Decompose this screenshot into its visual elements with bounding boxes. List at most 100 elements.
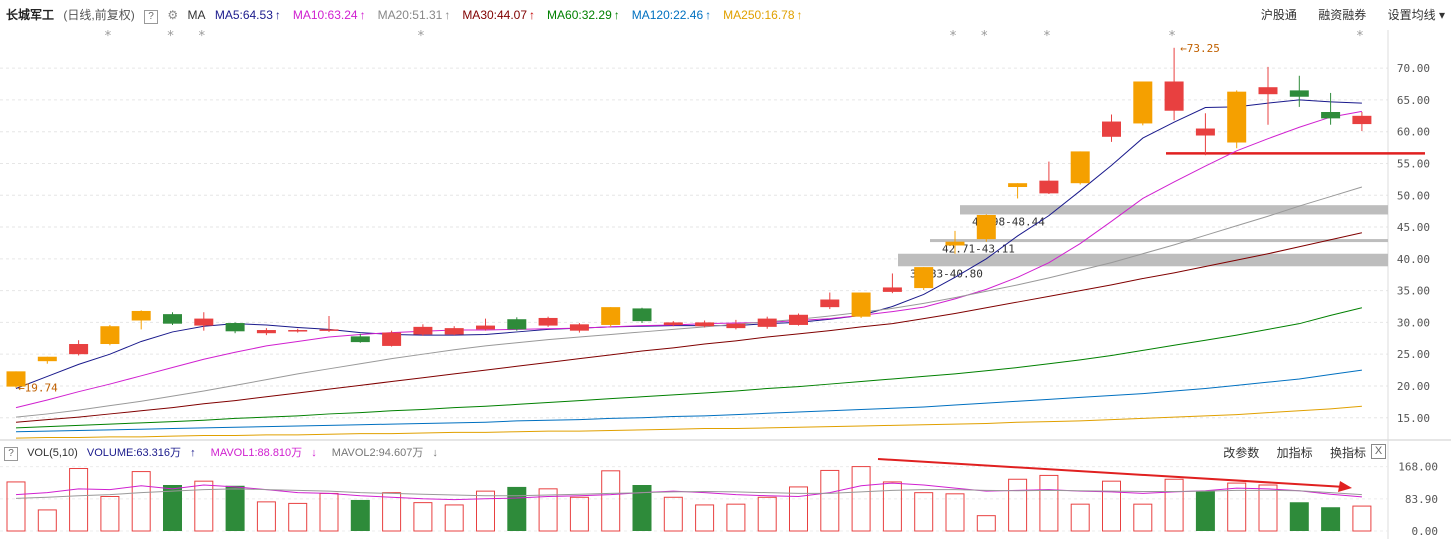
volume-bar <box>538 488 558 532</box>
candle-body <box>695 322 715 327</box>
star-marker: * <box>104 29 112 44</box>
candle <box>507 317 527 331</box>
ma-line-ma250 <box>15 405 1362 439</box>
gear-icon[interactable]: ⚙ <box>167 8 179 22</box>
candle-body <box>882 287 902 292</box>
candle-body <box>100 326 120 345</box>
volume-bar <box>131 471 151 532</box>
vol-help-icon[interactable]: ? <box>4 447 18 461</box>
candle <box>820 292 840 310</box>
stock-name[interactable]: 长城军工 <box>6 8 55 22</box>
candle <box>1164 47 1184 121</box>
candles <box>6 47 1372 388</box>
candle-body <box>444 328 464 335</box>
candle-body <box>256 330 276 334</box>
volume-bar <box>1164 478 1184 532</box>
volume-bar <box>444 504 464 532</box>
volume-bar <box>569 496 589 532</box>
ma-value-6: MA250:16.78 ↑ <box>723 8 803 22</box>
volume-bar <box>914 492 934 532</box>
candle <box>225 322 245 334</box>
candle <box>444 326 464 336</box>
star-marker: * <box>949 29 957 44</box>
candle-body <box>225 323 245 332</box>
ma-arrow-4: ↑ <box>613 8 620 22</box>
candle-body <box>1195 128 1215 136</box>
candle-body <box>37 356 57 362</box>
header-menu: 沪股通 融资融券 设置均线 ▾ <box>1243 6 1445 23</box>
candle-body <box>288 330 308 332</box>
candle <box>695 320 715 328</box>
price-tick-label: 45.00 <box>1397 221 1430 234</box>
price-tick-label: 30.00 <box>1397 316 1430 329</box>
candle <box>1321 92 1341 125</box>
candle <box>1039 161 1059 194</box>
candle <box>413 324 433 336</box>
candle-body <box>131 310 151 321</box>
candle <box>976 214 996 242</box>
candle <box>726 319 746 330</box>
candle <box>256 328 276 336</box>
candle-body <box>194 318 214 326</box>
volume-bar <box>256 501 276 532</box>
volume-bar <box>663 496 683 532</box>
volume-bar <box>1102 480 1121 532</box>
menu-add-indicator[interactable]: 加指标 <box>1276 446 1313 460</box>
ma-arrow-5: ↑ <box>705 8 712 22</box>
volume-bar <box>601 470 621 532</box>
candle <box>37 356 57 364</box>
menu-switch-indicator[interactable]: 换指标 <box>1329 446 1366 460</box>
candle-body <box>350 336 370 343</box>
candle <box>163 312 182 325</box>
price-tick-label: 55.00 <box>1397 157 1430 170</box>
price-tick-label: 35.00 <box>1397 285 1430 298</box>
candle-body <box>6 371 26 387</box>
candle <box>194 312 214 331</box>
candle <box>288 328 308 333</box>
help-icon[interactable]: ? <box>144 10 159 24</box>
star-marker: * <box>167 29 175 44</box>
volume-bar <box>789 486 808 532</box>
volume-bar <box>945 493 965 532</box>
volume-bar <box>476 490 495 532</box>
candle <box>632 307 652 324</box>
grid-lines <box>0 67 1451 441</box>
adjust-mode[interactable]: (日线,前复权) <box>63 8 135 22</box>
ma-line-ma5 <box>15 99 1362 389</box>
ma-value-0: MA5:64.53 ↑ <box>214 8 281 22</box>
candle <box>882 273 902 294</box>
volume-bar <box>1321 507 1341 531</box>
menu-margin-trading[interactable]: 融资融券 <box>1318 8 1367 22</box>
ma-arrow-2: ↑ <box>444 8 451 22</box>
candle-body <box>1352 115 1372 125</box>
volume-bar <box>1289 502 1309 531</box>
candle <box>350 333 370 343</box>
ma-label: MA <box>187 8 206 22</box>
candle-body <box>976 214 996 240</box>
menu-ma-settings[interactable]: 设置均线 ▾ <box>1387 8 1445 22</box>
support-zone <box>898 253 1388 267</box>
volume-trend-arrow <box>877 458 1346 488</box>
candle <box>1195 113 1215 156</box>
menu-edit-params[interactable]: 改参数 <box>1223 446 1260 460</box>
ma-arrow-6: ↑ <box>796 8 803 22</box>
ma-value-4: MA60:32.29 ↑ <box>547 8 620 22</box>
price-tick-label: 20.00 <box>1397 380 1430 393</box>
vol-tick-label: 83.90 <box>1405 493 1438 506</box>
close-icon[interactable]: X <box>1371 444 1386 459</box>
volume-bar <box>1258 484 1278 532</box>
price-tick-label: 50.00 <box>1397 189 1430 202</box>
vol-mavol1: MAVOL1:88.810万 ↓ <box>210 447 317 459</box>
indicator-row: 长城军工 (日线,前复权) ? ⚙ MA MA5:64.53 ↑ MA10:63.2… <box>6 6 821 24</box>
ma-arrow-1: ↑ <box>359 8 366 22</box>
candle <box>789 313 808 326</box>
candle <box>757 316 777 329</box>
candle-body <box>945 241 965 246</box>
ma-line-ma120 <box>15 369 1362 433</box>
candle-body <box>538 317 558 326</box>
menu-hkconnect[interactable]: 沪股通 <box>1260 8 1297 22</box>
high-price-label: ←73.25 <box>1180 42 1220 55</box>
candle-body <box>163 314 182 324</box>
volume-bar <box>194 480 214 532</box>
